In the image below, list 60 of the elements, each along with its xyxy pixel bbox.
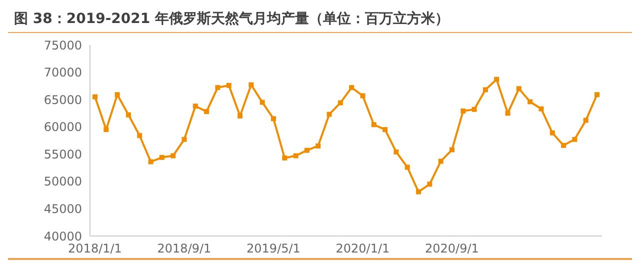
y-tick-label: 65000	[44, 92, 82, 107]
point	[114, 92, 120, 98]
x-tick-label: 2018/9/1	[157, 242, 212, 256]
point	[92, 94, 98, 100]
x-tick-label: 2020/1/1	[336, 242, 390, 256]
point	[192, 104, 198, 109]
point	[182, 136, 187, 142]
point	[482, 87, 488, 92]
point	[326, 112, 332, 117]
point	[449, 147, 454, 152]
point	[528, 99, 533, 104]
point	[538, 106, 544, 112]
point	[293, 153, 298, 158]
y-tick-label: 50000	[44, 174, 82, 189]
point	[416, 189, 422, 194]
point	[438, 158, 444, 164]
point	[371, 122, 376, 128]
point	[316, 143, 321, 148]
y-tick-label: 60000	[44, 120, 82, 134]
point	[561, 142, 566, 148]
point	[382, 127, 388, 132]
point	[494, 76, 500, 82]
point	[304, 148, 310, 153]
point	[505, 110, 510, 116]
point	[583, 118, 588, 123]
point	[126, 112, 131, 118]
point	[238, 113, 243, 118]
point	[204, 109, 210, 114]
point	[159, 154, 164, 160]
point	[260, 100, 265, 105]
y-tick-label: 55000	[44, 147, 82, 162]
point	[137, 133, 142, 138]
point	[270, 116, 276, 122]
chart-title: 图 38：2019-2021 年俄罗斯天然气月均产量（单位：百万立方米）	[8, 8, 632, 33]
x-tick-label: 2018/1/1	[68, 242, 122, 256]
point	[516, 86, 522, 92]
point	[170, 153, 176, 158]
point	[148, 159, 154, 164]
y-tick-label: 45000	[44, 202, 82, 216]
point	[360, 93, 366, 98]
point	[594, 92, 600, 98]
y-tick-label: 75000	[44, 38, 82, 52]
point	[427, 182, 432, 187]
point	[226, 82, 232, 88]
point	[550, 130, 555, 136]
point	[104, 127, 109, 132]
point	[394, 149, 399, 154]
point	[248, 82, 254, 88]
point	[215, 85, 220, 90]
point	[472, 106, 477, 112]
point	[282, 155, 288, 160]
point	[404, 164, 410, 170]
point	[338, 100, 343, 106]
y-tick-label: 40000	[44, 229, 82, 244]
x-tick-label: 2019/5/1	[246, 242, 300, 256]
point	[572, 136, 578, 142]
x-tick-label: 2020/9/1	[425, 242, 479, 256]
point	[349, 85, 354, 90]
point	[460, 108, 466, 114]
y-tick-label: 70000	[44, 66, 82, 80]
